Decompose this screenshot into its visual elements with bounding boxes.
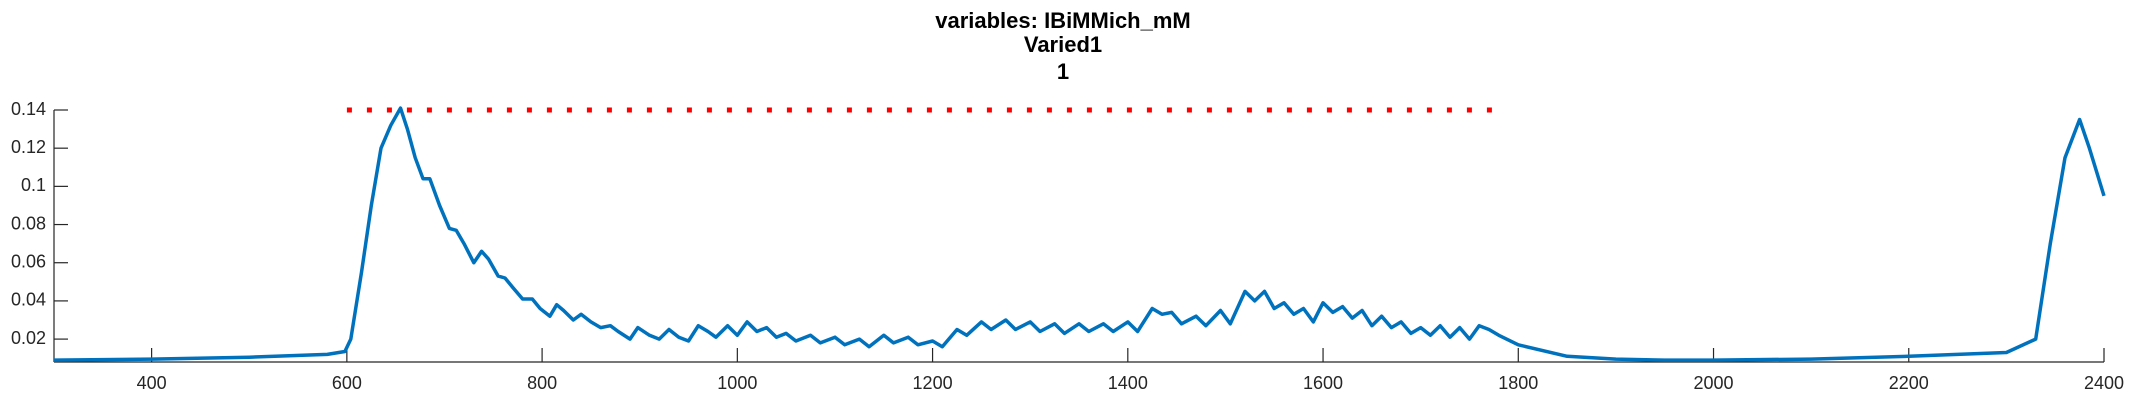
x-tick-label: 1800 xyxy=(1498,373,1538,393)
x-tick-label: 1200 xyxy=(913,373,953,393)
y-tick-label: 0.14 xyxy=(11,99,46,119)
x-tick-label: 600 xyxy=(332,373,362,393)
y-tick-label: 0.1 xyxy=(21,175,46,195)
y-tick-label: 0.02 xyxy=(11,328,46,348)
y-tick-label: 0.08 xyxy=(11,213,46,233)
y-tick-label: 0.06 xyxy=(11,251,46,271)
y-tick-label: 0.04 xyxy=(11,290,46,310)
x-tick-label: 1600 xyxy=(1303,373,1343,393)
x-tick-label: 400 xyxy=(137,373,167,393)
data-line xyxy=(53,106,2106,362)
x-tick-label: 2000 xyxy=(1694,373,1734,393)
chart-subtitle: Varied1 xyxy=(1024,32,1102,57)
chart-subtitle: 1 xyxy=(1057,59,1069,84)
x-tick-label: 2200 xyxy=(1889,373,1929,393)
x-tick-label: 1000 xyxy=(717,373,757,393)
x-tick-label: 2400 xyxy=(2084,373,2124,393)
y-tick-label: 0.12 xyxy=(11,137,46,157)
x-tick-label: 1400 xyxy=(1108,373,1148,393)
x-tick-label: 800 xyxy=(527,373,557,393)
chart-title: variables: IBiMMich_mM xyxy=(935,8,1191,33)
